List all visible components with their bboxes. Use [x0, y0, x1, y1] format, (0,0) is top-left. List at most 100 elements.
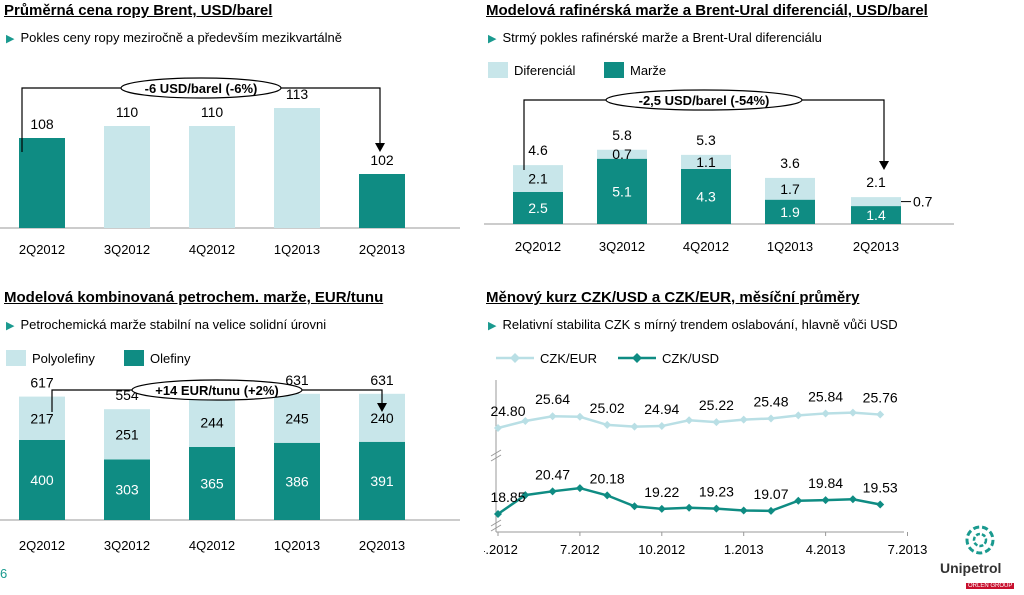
bar-olefiny: [189, 447, 235, 520]
segment-label-polyolefiny: 240: [370, 410, 394, 426]
data-point-usd: [767, 506, 775, 515]
segment-label-olefiny: 400: [30, 472, 54, 488]
x-tick-label: 2Q2012: [515, 239, 561, 254]
bar-value-label: 102: [370, 152, 394, 168]
bar: [19, 138, 65, 228]
bar-diferencial: [681, 154, 731, 169]
bar-diferencial: [597, 149, 647, 159]
refining-subtitle: ▶ Strmý pokles rafinérské marže a Brent-U…: [488, 30, 822, 45]
refining-title: Modelová rafinérská marže a Brent-Ural d…: [486, 2, 928, 19]
bar: [104, 126, 150, 228]
refining-subtitle-text: Strmý pokles rafinérské marže a Brent-Ur…: [502, 30, 822, 45]
bar-marze: [597, 158, 647, 224]
petrochem-subtitle: ▶ Petrochemická marže stabilní na velice …: [6, 317, 326, 332]
data-label-usd: 19.22: [644, 484, 679, 500]
annotation-box: [120, 77, 282, 99]
x-tick-label: 1Q2013: [274, 538, 320, 553]
x-tick-label: 3Q2012: [599, 239, 645, 254]
legend-marker-eur: [510, 353, 520, 363]
axis-break-mark: [490, 449, 502, 457]
x-tick-label: 4.2012: [484, 542, 518, 557]
bar-olefiny: [359, 441, 405, 520]
bar: [359, 174, 405, 228]
data-point-eur: [739, 415, 748, 424]
brent-subtitle-text: Pokles ceny ropy meziročně a především m…: [20, 30, 342, 45]
unipetrol-logo-icon: [965, 525, 995, 555]
legend-swatch-polyolefiny: [6, 350, 26, 366]
data-point-usd: [739, 506, 748, 515]
x-tick-label: 2Q2012: [19, 242, 65, 257]
bar-total-label: 631: [285, 372, 309, 388]
data-point-usd: [521, 491, 530, 500]
data-label-usd: 19.84: [808, 475, 843, 491]
data-point-eur: [575, 412, 584, 421]
x-tick-label: 4Q2012: [683, 239, 729, 254]
segment-label-diferencial: 2.1: [528, 171, 548, 187]
segment-label-marze: 1.4: [866, 207, 886, 223]
bar-total-label: 2.1: [866, 174, 886, 190]
petrochem-chart: Polyolefiny Olefiny4002176172Q20123032515…: [0, 350, 460, 553]
data-point-usd: [575, 484, 584, 493]
annotation-arrow-icon: [375, 143, 385, 152]
data-point-eur: [521, 417, 530, 425]
segment-label-polyolefiny: 245: [285, 410, 309, 426]
logo-sub: ORLEN GROUP: [966, 583, 1015, 589]
fx-subtitle: ▶ Relativní stabilita CZK s mírný trendem…: [488, 317, 898, 332]
data-point-eur: [876, 410, 885, 419]
data-point-usd: [848, 495, 857, 504]
bar-polyolefiny: [189, 398, 235, 447]
x-tick-label: 1Q2013: [767, 239, 813, 254]
bar-total-label: 5.3: [696, 132, 716, 148]
petrochem-title: Modelová kombinovaná petrochem. marže, E…: [4, 289, 384, 306]
data-label-eur: 25.76: [863, 390, 898, 406]
bar-diferencial: [513, 165, 563, 192]
segment-label-olefiny: 365: [200, 476, 224, 492]
data-label-usd: 20.47: [535, 466, 570, 482]
legend-swatch-diferencial: [488, 62, 508, 78]
segment-label-diferencial: 0.7: [612, 146, 632, 162]
data-point-eur: [548, 412, 557, 421]
annotation-box: [131, 379, 303, 401]
data-label-usd: 19.53: [863, 479, 898, 495]
bar-marze: [681, 168, 731, 224]
data-point-eur: [848, 408, 857, 417]
bar-marze: [851, 206, 901, 224]
annotation-text: -6 USD/barel (-6%): [145, 81, 258, 96]
bar: [274, 108, 320, 228]
segment-label-marze: 5.1: [612, 183, 632, 199]
data-point-usd: [603, 491, 612, 500]
bullet-triangle-icon: ▶: [488, 33, 497, 45]
legend-swatch-olefiny: [124, 350, 144, 366]
brent-chart: 108 2Q2012 110 3Q2012 110 4Q2012 113 1Q2013 102 2…: [0, 77, 460, 257]
bar-olefiny: [19, 440, 65, 520]
refining-chart: Diferenciál Marže 2.5 2.1 4.6 2Q2012 5.1 0.7 5.8…: [484, 62, 954, 254]
data-point-eur: [657, 422, 666, 431]
segment-label-olefiny: 391: [370, 473, 394, 489]
bar-value-label: 110: [201, 104, 224, 120]
data-point-usd: [548, 487, 557, 496]
x-tick-label: 2Q2013: [359, 242, 405, 257]
segment-label-olefiny: 386: [285, 473, 309, 489]
bar-total-label: 631: [370, 372, 394, 388]
data-point-eur: [794, 411, 803, 420]
bar-total-label: 617: [30, 375, 54, 391]
bullet-triangle-icon: ▶: [488, 320, 497, 332]
x-tick-label: 2Q2012: [19, 538, 65, 553]
data-point-usd: [821, 496, 830, 505]
bar-polyolefiny: [19, 396, 65, 440]
bullet-triangle-icon: ▶: [6, 33, 15, 45]
bar-marze: [765, 199, 815, 224]
bar-value-label: 108: [30, 116, 54, 132]
segment-label-diferencial: 1.7: [780, 181, 800, 197]
bar-diferencial: [765, 177, 815, 200]
data-label-eur: 25.64: [535, 391, 570, 407]
bar-total-label: 5.8: [612, 127, 632, 143]
data-point-eur: [767, 414, 775, 423]
logo-name: Unipetrol: [940, 560, 1002, 576]
annotation-arrow-icon: [879, 161, 889, 170]
data-point-eur: [603, 420, 612, 429]
petrochem-subtitle-text: Petrochemická marže stabilní na velice s…: [20, 317, 327, 332]
x-tick-label: 4.2013: [806, 542, 846, 557]
page-number: 6: [0, 566, 8, 581]
x-tick-label: 10.2012: [638, 542, 685, 557]
